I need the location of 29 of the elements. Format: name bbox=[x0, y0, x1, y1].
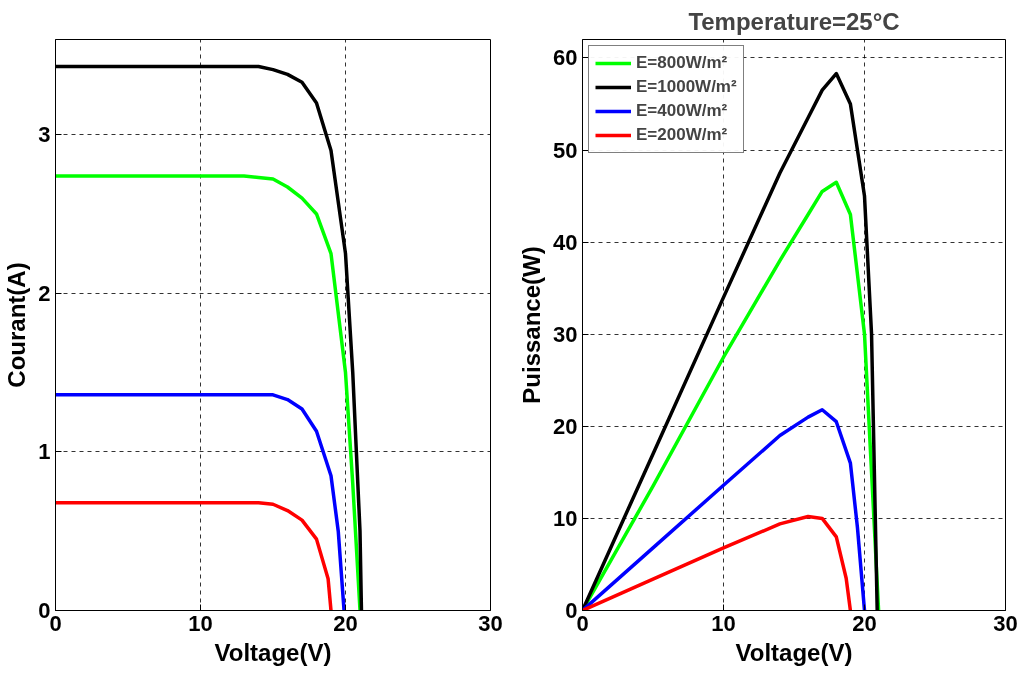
x-tick-label: 20 bbox=[333, 610, 358, 636]
x-tick-label: 10 bbox=[711, 610, 736, 636]
line-series bbox=[55, 174, 362, 611]
y-tick-label: 60 bbox=[553, 45, 578, 71]
y-tick-label: 3 bbox=[38, 122, 51, 148]
legend-label: E=800W/m² bbox=[636, 52, 728, 74]
line-series bbox=[55, 500, 333, 611]
x-tick-label: 30 bbox=[993, 610, 1018, 636]
y-tick-label: 30 bbox=[553, 321, 578, 347]
x-axis-title: Voltage(V) bbox=[735, 638, 853, 666]
line-series bbox=[55, 393, 346, 611]
x-tick-label: 10 bbox=[188, 610, 213, 636]
chart-title: Temperature=25°C bbox=[688, 7, 900, 35]
legend-label: E=200W/m² bbox=[636, 124, 728, 146]
legend-label: E=400W/m² bbox=[636, 100, 728, 122]
x-axis-title: Voltage(V) bbox=[214, 638, 332, 666]
line-series bbox=[582, 514, 853, 611]
y-tick-label: 20 bbox=[553, 413, 578, 439]
y-tick-label: 40 bbox=[553, 229, 578, 255]
y-axis-title: Puissance(W) bbox=[518, 246, 546, 404]
y-tick-label: 50 bbox=[553, 137, 578, 163]
y-tick-label: 10 bbox=[553, 505, 578, 531]
x-tick-label: 20 bbox=[852, 610, 877, 636]
legend-label: E=1000W/m² bbox=[636, 76, 737, 98]
line-series bbox=[582, 407, 867, 611]
y-tick-label: 2 bbox=[38, 280, 51, 306]
y-tick-label: 1 bbox=[38, 439, 51, 465]
x-tick-label: 30 bbox=[478, 610, 503, 636]
y-axis-title: Courant(A) bbox=[3, 262, 31, 388]
